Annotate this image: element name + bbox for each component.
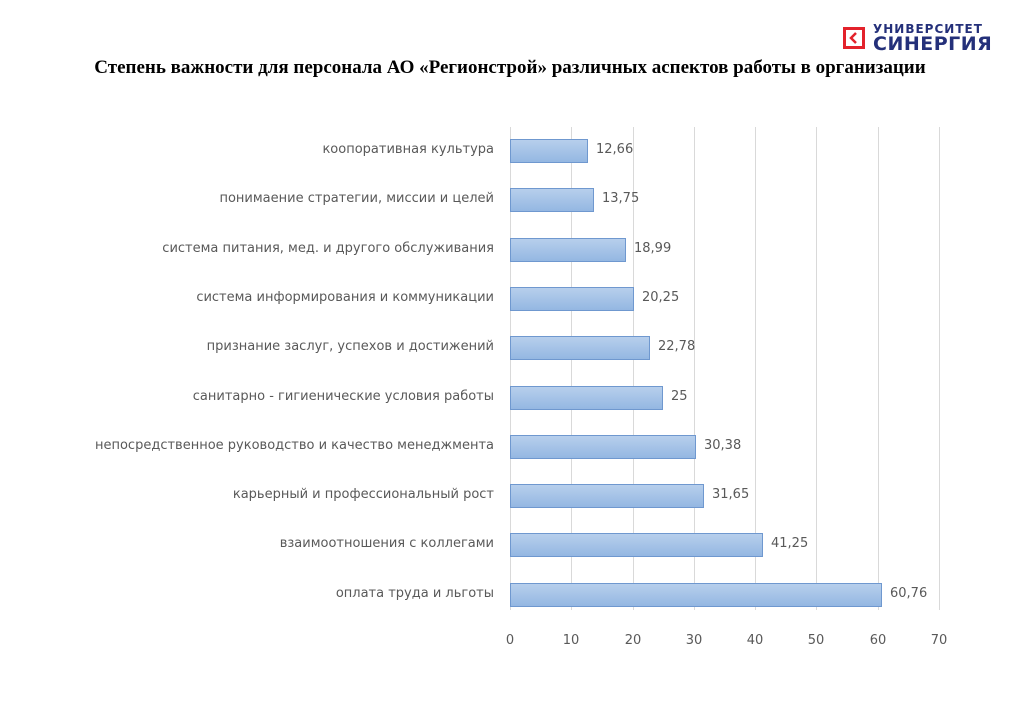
data-label: 60,76 [890,586,928,601]
x-tick-label: 20 [624,633,642,648]
category-label: система информирования и коммуникации [196,290,494,305]
bar [510,139,588,163]
category-label: санитарно - гигиенические условия работы [192,389,494,404]
x-tick-label: 50 [807,633,825,648]
data-label: 30,38 [704,438,742,453]
category-label: оплата труда и льготы [335,586,494,601]
gridline [816,127,817,610]
data-label: 20,25 [642,290,680,305]
bar [510,533,763,557]
gridline [755,127,756,610]
x-tick-label: 70 [930,633,948,648]
category-label: карьерный и профессиональный рост [232,487,494,502]
x-tick-label: 10 [562,633,580,648]
data-label: 12,66 [596,142,634,157]
bar [510,435,696,459]
category-label: непосредственное руководство и качество … [94,438,494,453]
bar [510,238,626,262]
category-label: коопоративная культура [322,142,494,157]
data-label: 22,78 [658,339,696,354]
x-tick-label: 0 [505,633,515,648]
gridline [939,127,940,610]
bar [510,583,882,607]
bar [510,287,634,311]
gridline [878,127,879,610]
x-tick-label: 60 [869,633,887,648]
bar [510,188,594,212]
gridline [633,127,634,610]
chart-title: Степень важности для персонала АО «Регио… [94,57,926,78]
data-label: 31,65 [712,487,750,502]
data-label: 41,25 [771,536,809,551]
university-logo: УНИВЕРСИТЕТ СИНЕРГИЯ [843,22,992,54]
data-label: 18,99 [634,241,672,256]
gridline [510,127,511,610]
logo-line-1: УНИВЕРСИТЕТ [873,21,983,36]
data-label: 13,75 [602,191,640,206]
category-label: понимаение стратегии, миссии и целей [219,191,494,206]
bar [510,336,650,360]
x-tick-label: 30 [685,633,703,648]
category-label: взаимоотношения с коллегами [279,536,494,551]
gridline [571,127,572,610]
bar [510,484,704,508]
data-label: 25 [671,389,688,404]
x-tick-label: 40 [746,633,764,648]
category-label: признание заслуг, успехов и достижений [206,339,494,354]
gridline [694,127,695,610]
category-label: система питания, мед. и другого обслужив… [162,241,494,256]
bar [510,386,663,410]
chevron-left-box-icon [843,27,865,49]
logo-line-2: СИНЕРГИЯ [873,32,993,55]
